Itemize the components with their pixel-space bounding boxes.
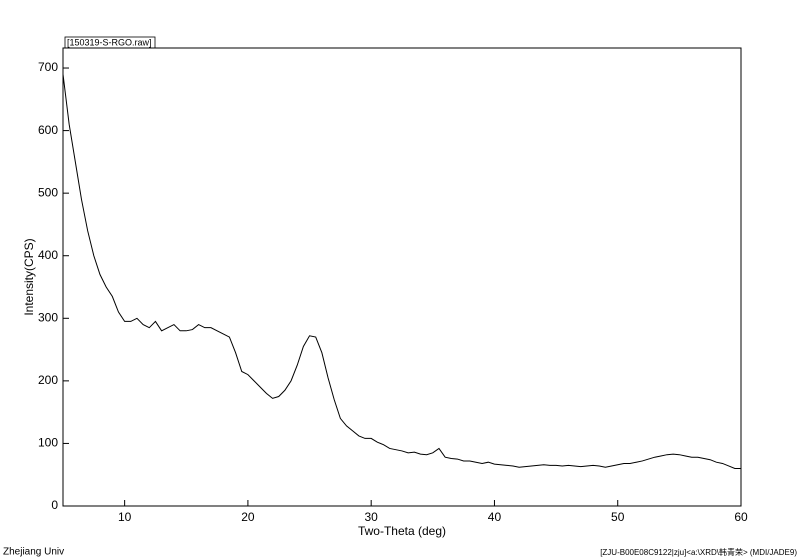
data-line (62, 74, 741, 469)
y-tick-label: 400 (38, 248, 58, 262)
y-tick-label: 300 (38, 310, 58, 324)
x-tick-label: 50 (611, 510, 625, 524)
plot-frame (62, 47, 742, 507)
y-tick-label: 0 (51, 498, 58, 512)
y-tick-label: 200 (38, 373, 58, 387)
footer-right: [ZJU-B00E08C9122|zju]<a:\XRD\韩青荣> (MDI/J… (600, 547, 797, 557)
y-tick-label: 500 (38, 185, 58, 199)
y-tick-label: 700 (38, 60, 58, 74)
x-tick-label: 60 (734, 510, 748, 524)
y-tick-label: 100 (38, 436, 58, 450)
x-axis-label: Two-Theta (deg) (358, 524, 446, 538)
x-tick-label: 10 (118, 510, 132, 524)
x-tick-label: 20 (241, 510, 255, 524)
x-tick-label: 30 (365, 510, 379, 524)
x-tick-label: 40 (488, 510, 502, 524)
chart-title: [150319-S-RGO.raw] (67, 37, 152, 47)
footer-left: Zhejiang Univ (3, 547, 64, 558)
y-axis-label: Intensity(CPS) (22, 238, 36, 315)
y-tick-label: 600 (38, 123, 58, 137)
